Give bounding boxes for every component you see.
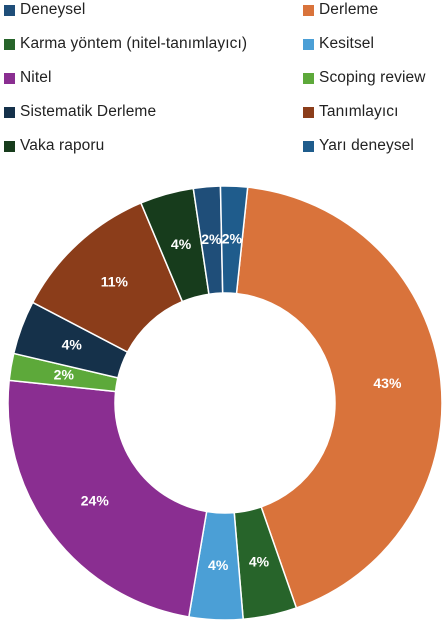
legend-swatch	[303, 38, 314, 50]
legend-label: Nitel	[20, 69, 52, 86]
legend-label: Karma yöntem (nitel-tanımlayıcı)	[20, 35, 248, 52]
legend-swatch	[4, 38, 15, 50]
legend-swatch	[4, 4, 15, 16]
legend-swatch	[4, 106, 15, 118]
slice-nitel	[7, 379, 208, 618]
data-label-sistematik-derleme: 4%	[62, 337, 83, 353]
legend-label: Vaka raporu	[20, 137, 105, 154]
legend-label: Deneysel	[20, 1, 86, 18]
legend-item-scoping-review: Scoping review	[303, 69, 426, 87]
legend-swatch	[303, 106, 314, 118]
legend-item-yar-deneysel: Yarı deneysel	[303, 137, 414, 155]
legend-swatch	[4, 72, 15, 84]
data-label-kesitsel: 4%	[208, 557, 229, 573]
legend-label: Kesitsel	[319, 35, 375, 52]
legend-item-sistematik-derleme: Sistematik Derleme	[4, 103, 156, 121]
legend-label: Tanımlayıcı	[319, 103, 399, 120]
legend-swatch	[303, 72, 314, 84]
legend-swatch	[303, 4, 314, 16]
slice-yar-deneysel	[219, 185, 249, 295]
legend-label: Derleme	[319, 1, 379, 18]
legend-label: Yarı deneysel	[319, 137, 414, 154]
legend-item-karma-y-ntem-nitel-tan-mlay-c: Karma yöntem (nitel-tanımlayıcı)	[4, 35, 247, 53]
legend-item-tan-mlay-c: Tanımlayıcı	[303, 103, 399, 121]
data-label-deneysel: 2%	[201, 231, 222, 247]
legend-item-deneysel: Deneysel	[4, 1, 85, 19]
legend-item-nitel: Nitel	[4, 69, 52, 87]
slice-derleme	[235, 186, 443, 609]
data-label-derleme: 43%	[373, 375, 402, 391]
legend-label: Scoping review	[319, 69, 426, 86]
legend-swatch	[303, 140, 314, 152]
donut-chart: 43%4%4%24%2%4%11%4% 2% 2%	[7, 185, 443, 621]
legend-item-derleme: Derleme	[303, 1, 378, 19]
data-label-vaka-raporu: 4%	[171, 236, 192, 252]
data-label-tan-mlay-c: 11%	[101, 273, 129, 289]
donut-slices	[7, 185, 443, 621]
chart-legend: Deneysel Derleme Karma yöntem (nitel-tanım…	[0, 0, 443, 170]
data-label-yar-deneysel: 2%	[222, 230, 243, 246]
legend-item-vaka-raporu: Vaka raporu	[4, 137, 104, 155]
data-label-scoping-review: 2%	[54, 366, 75, 382]
data-label-karma-y-ntem-nitel-tan-mlay-c: 4%	[249, 554, 270, 570]
legend-label: Sistematik Derleme	[20, 103, 157, 120]
legend-item-kesitsel: Kesitsel	[303, 35, 374, 53]
legend-swatch	[4, 140, 15, 152]
donut-labels: 43%4%4%24%2%4%11%4% 2% 2%	[54, 230, 402, 573]
data-label-nitel: 24%	[81, 493, 110, 509]
